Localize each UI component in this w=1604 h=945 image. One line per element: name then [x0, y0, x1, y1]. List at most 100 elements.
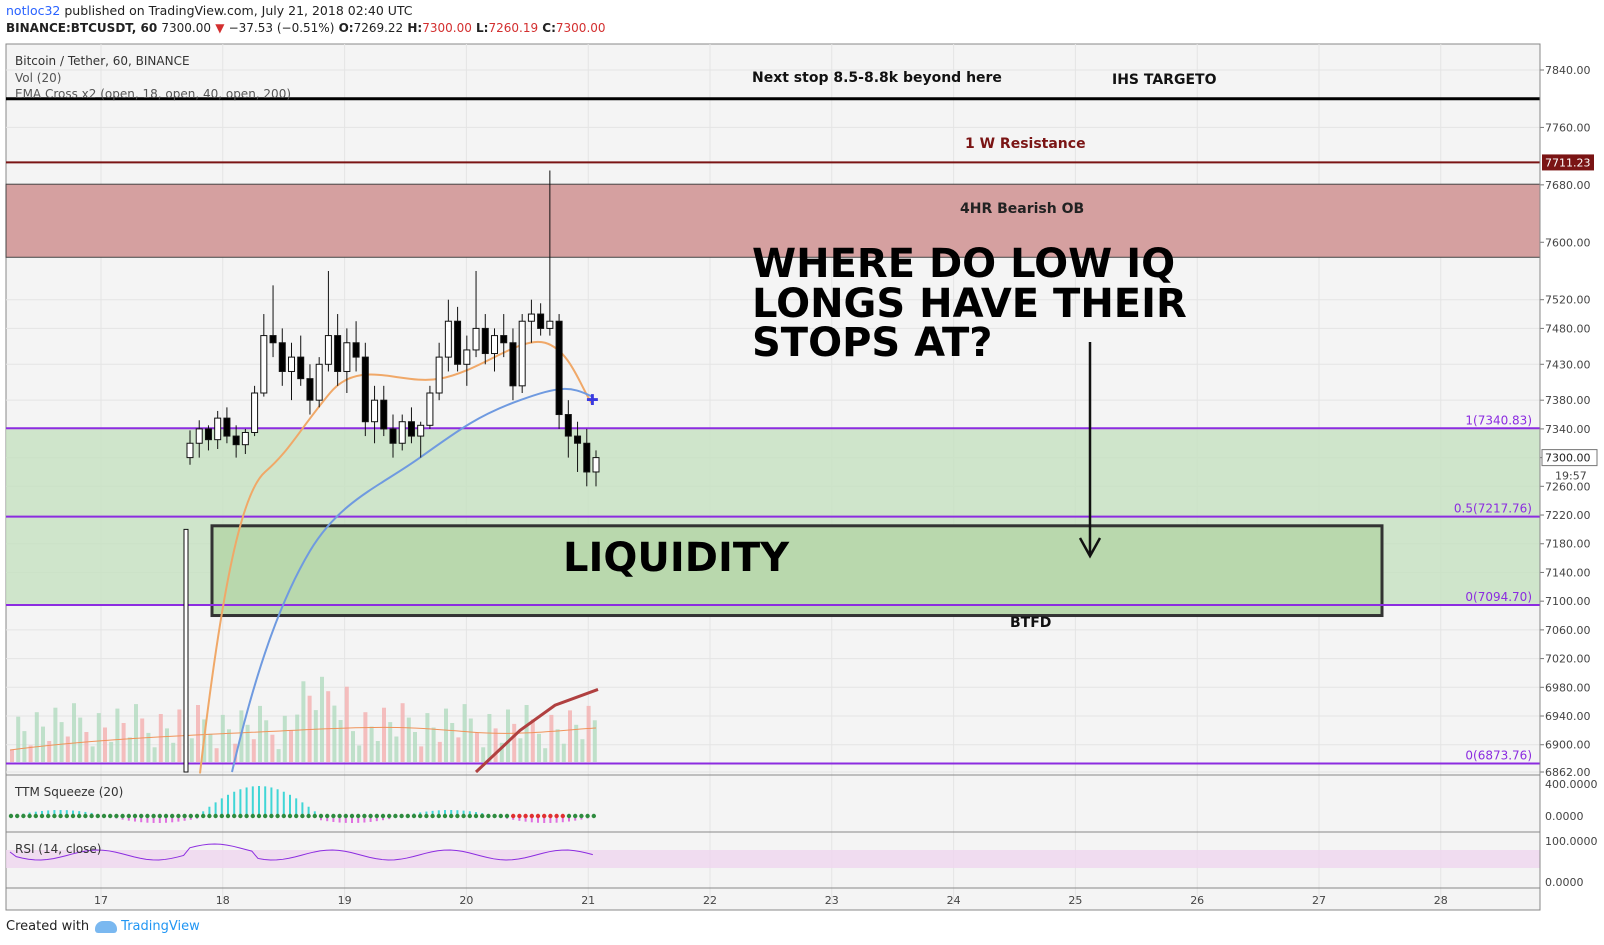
squeeze-bar [47, 810, 50, 817]
tradingview-link[interactable]: TradingView [121, 919, 200, 934]
volume-bar [512, 723, 517, 762]
volume-bar [28, 745, 33, 762]
symbol-label: BINANCE:BTCUSDT, 60 [6, 21, 158, 35]
squeeze-bar [437, 810, 440, 817]
squeeze-dot [380, 813, 386, 819]
levels: 7711.23 1(7340.83) 0.5(7217.76) 0(7094.70) 0… [6, 97, 1594, 765]
price-change: −37.53 (−0.51%) [228, 21, 335, 35]
last-price-tag [1541, 449, 1598, 467]
volume-bar [586, 705, 591, 762]
squeeze-bar [301, 802, 304, 817]
ema-lines [199, 340, 593, 774]
squeeze-dot [256, 813, 262, 819]
squeeze-bar [344, 816, 347, 823]
volume-bar [134, 704, 138, 762]
author-link[interactable]: notloc32 [6, 3, 61, 18]
created-with-label: Created with [6, 919, 90, 934]
squeeze-dot [194, 813, 200, 819]
candle-body [481, 327, 489, 355]
candle-body [343, 342, 351, 372]
question-line-3: STOPS AT? [752, 320, 993, 366]
high-label: H: [407, 21, 423, 35]
candle-body [223, 417, 231, 437]
squeeze-bar [561, 816, 564, 823]
squeeze-bar [357, 816, 360, 823]
btfd-label: BTFD [1010, 615, 1051, 631]
ema-mid-line [231, 387, 593, 773]
candle-body [204, 428, 212, 441]
volume-bar [103, 727, 107, 762]
squeeze-dot [219, 813, 224, 819]
volume-bar [382, 707, 386, 762]
publish-line: notloc32 published on TradingView.com, J… [6, 3, 413, 18]
price-tag [1542, 154, 1594, 171]
squeeze-dot [331, 813, 336, 819]
squeeze-bar [375, 816, 378, 822]
volume-bar [406, 717, 411, 762]
squeeze-dot [201, 813, 206, 819]
squeeze-dot [39, 813, 45, 819]
candle-body [426, 392, 434, 426]
squeeze-bar [264, 786, 267, 817]
tradingview-cloud-icon [95, 920, 118, 933]
volume-bar [276, 749, 281, 762]
squeeze-dot [213, 813, 218, 819]
open-value: 7269.22 [353, 21, 404, 35]
rsi-pane: 100.0000 0.0000 [6, 831, 1598, 889]
candle-body [444, 320, 452, 358]
squeeze-dot [560, 813, 565, 819]
squeeze-dot [163, 813, 169, 819]
arrow-head-icon [1078, 537, 1102, 559]
squeeze-bar [326, 816, 329, 822]
squeeze-dot [455, 813, 460, 819]
squeeze-dot [232, 813, 237, 819]
squeeze-dot [393, 813, 398, 819]
volume-bar [307, 695, 312, 762]
squeeze-dot [157, 813, 162, 819]
squeeze-dot [8, 813, 14, 819]
squeeze-dot [548, 813, 553, 819]
volume-bar [444, 708, 448, 762]
candle-body [371, 399, 379, 423]
volume-bar [189, 738, 194, 762]
volume-bar [561, 743, 566, 762]
candle-body [214, 417, 222, 441]
squeeze-dot [250, 813, 255, 819]
y-tick-label: 7760.00 [1545, 121, 1591, 134]
liquidity-box [210, 524, 1384, 618]
squeeze-bar [59, 810, 62, 817]
candle-body [269, 335, 277, 344]
squeeze-bar [543, 816, 546, 823]
squeeze-bar [338, 816, 341, 823]
squeeze-dot [238, 813, 243, 819]
squeeze-bar [289, 794, 291, 817]
squeeze-dot [101, 813, 107, 819]
volume-bar [555, 729, 560, 762]
y-axis: 7840.00 7760.00 7680.00 7600.00 7520.00 7480.… [1539, 44, 1598, 910]
x-axis: 17 18 19 20 21 22 23 24 25 26 27 28 [6, 887, 1540, 907]
squeeze-bar [72, 810, 74, 817]
candle-body [407, 421, 415, 437]
fib-label: 1(7340.83) [1465, 413, 1532, 427]
squeeze-dot [300, 813, 305, 819]
volume-bar [518, 738, 523, 762]
volume-bar [456, 737, 461, 762]
volume-bar [109, 741, 114, 762]
squeeze-dot [15, 813, 20, 819]
squeeze-bar [214, 802, 217, 817]
high-value: 7300.00 [422, 21, 472, 35]
squeeze-dot [275, 813, 280, 819]
x-tick-label: 26 [1190, 894, 1204, 907]
squeeze-bar [258, 786, 260, 817]
ema-slow-line [474, 688, 599, 774]
y-tick-label: 7140.00 [1545, 566, 1591, 579]
rsi-tick: 0.0000 [1545, 876, 1584, 889]
squeeze-bar [239, 789, 242, 817]
candle-body [398, 421, 406, 444]
volume-bar [121, 723, 126, 762]
volume-bar [59, 722, 64, 762]
squeeze-bar [152, 816, 155, 823]
candle-body [334, 335, 342, 372]
squeeze-dot [337, 813, 342, 819]
